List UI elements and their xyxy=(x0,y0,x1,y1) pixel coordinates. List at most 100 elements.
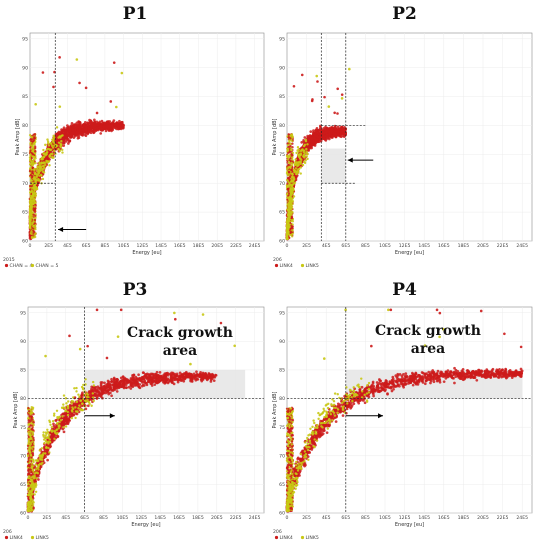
data-point xyxy=(339,125,343,129)
data-point xyxy=(72,125,76,128)
y-tick-label: 65 xyxy=(22,210,28,216)
data-point xyxy=(71,128,75,132)
data-point xyxy=(59,130,63,134)
corner-label: 2015 xyxy=(3,257,15,263)
data-point xyxy=(292,195,296,198)
data-point xyxy=(296,161,300,164)
data-point xyxy=(58,56,61,59)
y-axis-label: Peak Amp [dB] xyxy=(13,391,19,428)
chart-title: P3 xyxy=(122,280,148,300)
data-point xyxy=(287,187,290,191)
data-point xyxy=(33,218,37,222)
scatter-points xyxy=(285,67,351,241)
data-point xyxy=(28,207,32,211)
data-point xyxy=(297,154,301,158)
legend-marker xyxy=(300,263,305,268)
y-tick-label: 85 xyxy=(22,94,28,100)
data-point xyxy=(73,123,77,126)
legend-label: LINK4 xyxy=(280,263,293,269)
data-point xyxy=(41,71,45,74)
data-point xyxy=(48,164,51,167)
data-point xyxy=(49,142,52,145)
data-point xyxy=(52,85,55,89)
data-point xyxy=(330,136,333,139)
x-tick-label: 10E5 xyxy=(118,243,130,249)
data-point xyxy=(291,184,294,187)
data-point xyxy=(304,159,307,162)
legend-marker xyxy=(30,263,35,268)
data-point xyxy=(76,123,80,127)
data-point xyxy=(58,149,62,152)
data-point xyxy=(285,193,289,196)
data-point xyxy=(41,169,44,172)
y-tick-label: 85 xyxy=(20,368,26,374)
x-tick-label: 12E5 xyxy=(399,243,411,249)
data-point xyxy=(291,229,294,232)
x-tick-label: 4E5 xyxy=(61,515,70,521)
x-tick-label: 18E5 xyxy=(458,243,470,249)
data-point xyxy=(57,147,60,151)
data-point xyxy=(341,134,345,138)
x-tick-label: 10E5 xyxy=(117,515,129,521)
data-point xyxy=(61,134,64,137)
data-point xyxy=(294,170,298,174)
x-tick-label: 2E5 xyxy=(44,243,53,249)
data-point xyxy=(31,170,34,173)
data-point xyxy=(285,237,289,240)
data-point xyxy=(294,163,298,166)
data-point xyxy=(110,122,114,126)
data-point xyxy=(129,387,133,390)
data-point xyxy=(102,127,105,131)
legend-marker xyxy=(30,535,35,540)
data-point xyxy=(35,187,39,191)
data-point xyxy=(291,158,294,161)
data-point xyxy=(96,127,99,131)
data-point xyxy=(33,186,36,190)
data-point xyxy=(288,216,291,220)
data-point xyxy=(42,171,46,174)
data-point xyxy=(48,158,51,161)
data-point xyxy=(296,146,300,149)
y-tick-label: 75 xyxy=(20,425,26,431)
data-point xyxy=(315,132,319,135)
data-point xyxy=(290,233,294,236)
data-point xyxy=(72,136,76,139)
y-tick-label: 90 xyxy=(20,339,26,345)
data-point xyxy=(305,155,308,158)
data-point xyxy=(69,136,73,139)
y-tick-label: 75 xyxy=(279,152,285,158)
data-point xyxy=(68,139,72,143)
data-point xyxy=(291,180,295,183)
data-point xyxy=(59,136,62,139)
data-point xyxy=(75,58,79,61)
y-tick-label: 80 xyxy=(22,123,28,129)
x-tick-label: 14E5 xyxy=(418,243,430,249)
data-point xyxy=(44,143,47,147)
data-point xyxy=(293,169,296,172)
data-point xyxy=(107,122,111,125)
x-axis-label: Energy [eu] xyxy=(132,250,161,256)
data-point xyxy=(29,188,32,191)
data-point xyxy=(95,111,99,115)
data-point xyxy=(62,144,66,147)
data-point xyxy=(29,199,33,202)
chart-svg: 0 2E5 4E5 6E5 8E5 10E5 12E5 14E5 16E5 18E5 20E5 22E… xyxy=(272,32,533,269)
data-point xyxy=(288,206,292,210)
data-point xyxy=(317,129,321,133)
data-point xyxy=(306,152,309,156)
y-axis-label: Peak Amp [dB] xyxy=(15,118,21,155)
y-tick-label: 60 xyxy=(20,511,26,517)
data-point xyxy=(304,138,308,142)
x-tick-label: 10E5 xyxy=(379,243,391,249)
data-point xyxy=(92,130,95,134)
data-point xyxy=(84,134,88,138)
data-point xyxy=(46,140,50,143)
data-point xyxy=(286,225,289,229)
data-point xyxy=(286,174,290,177)
data-point xyxy=(37,169,40,172)
y-tick-label: 60 xyxy=(22,239,28,245)
x-axis-label: Energy [eu] xyxy=(131,522,160,528)
data-point xyxy=(287,203,291,207)
data-point xyxy=(39,169,42,172)
data-point xyxy=(34,194,37,197)
